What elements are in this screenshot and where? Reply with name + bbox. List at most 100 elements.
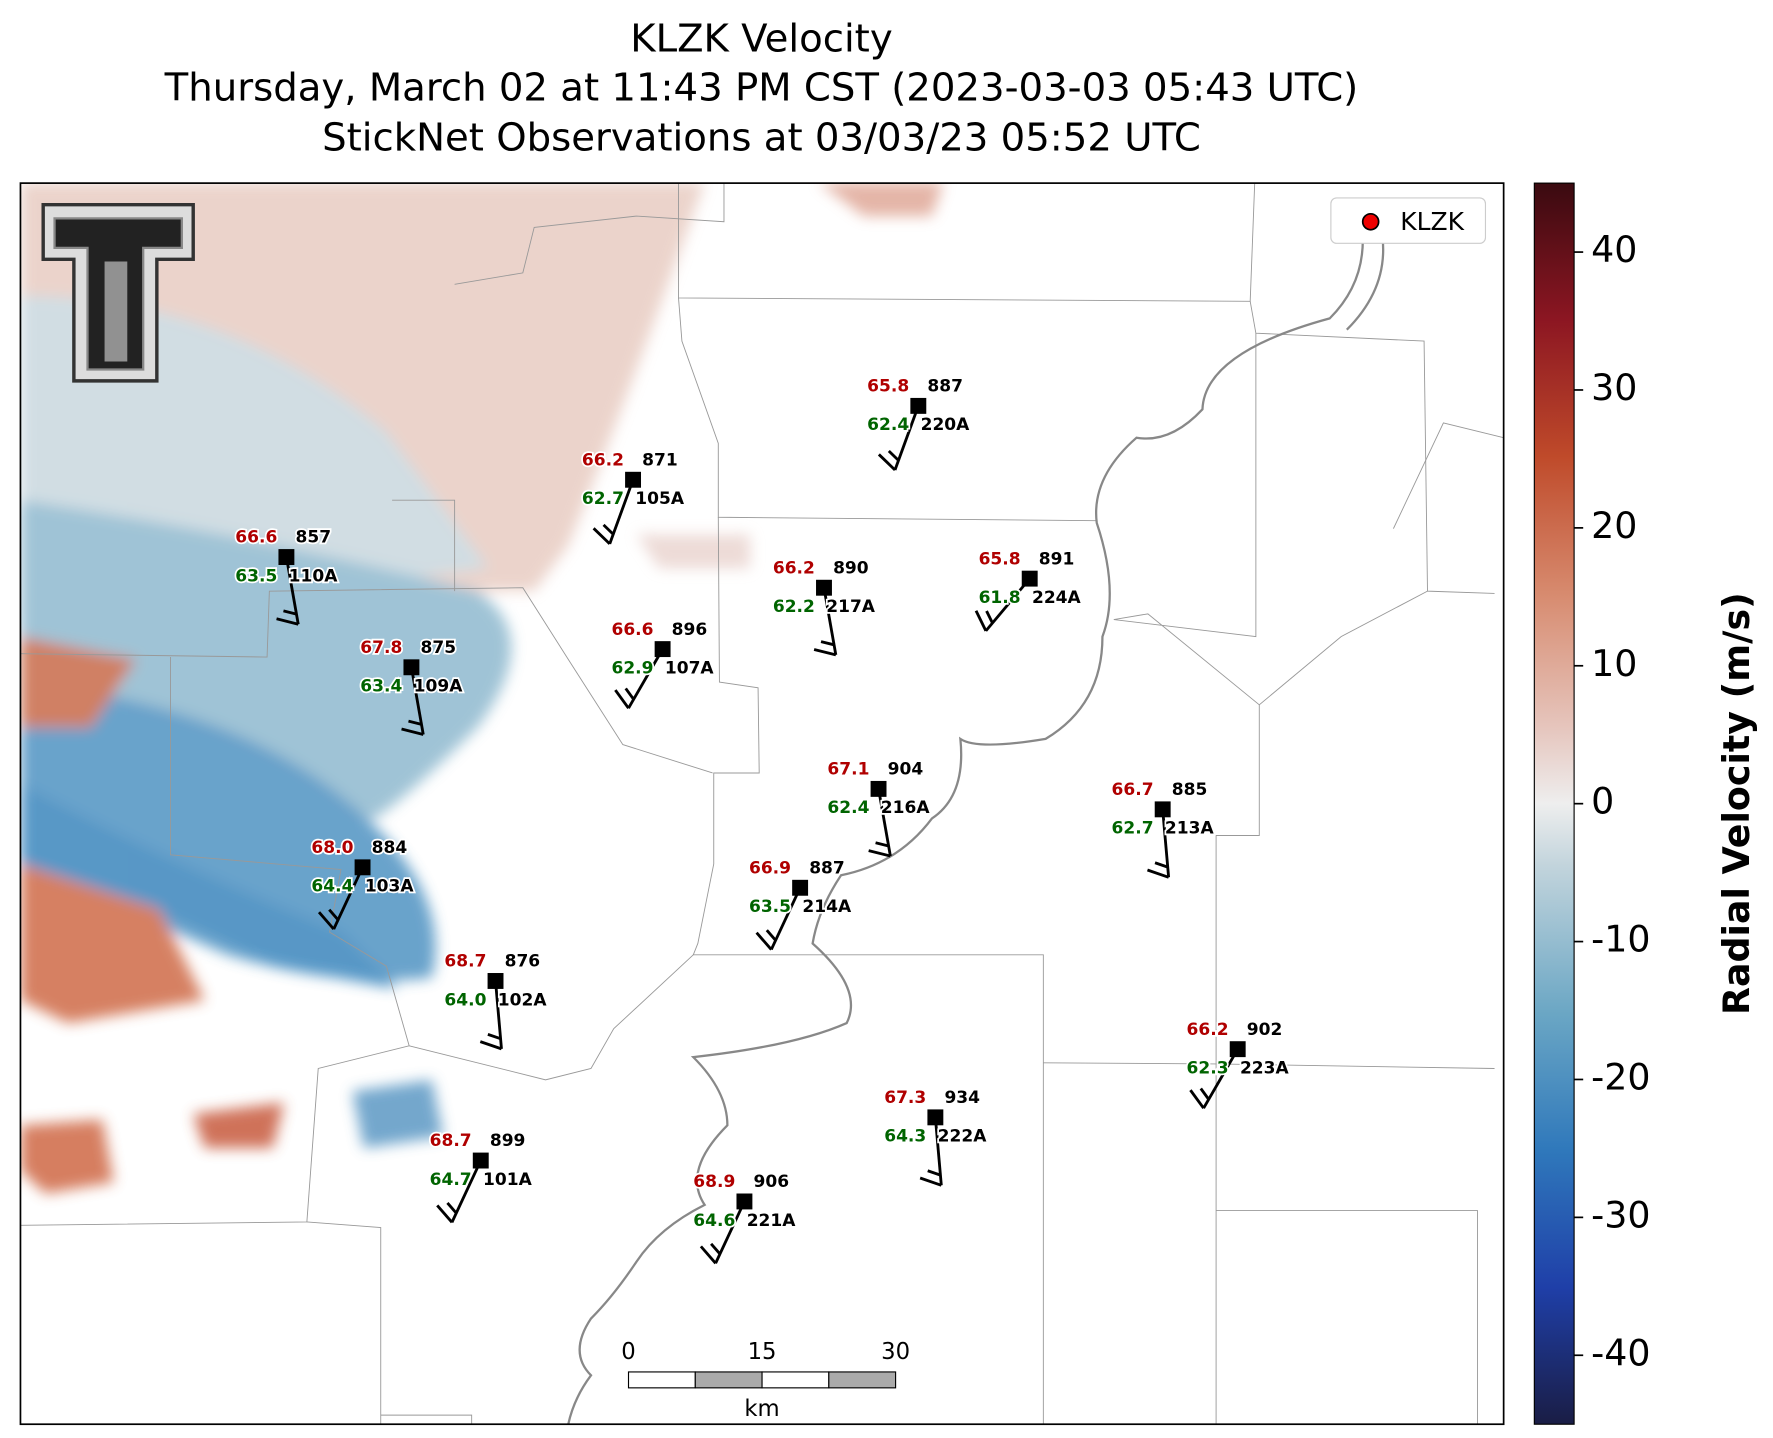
dewpoint: 64.6 (693, 1211, 735, 1231)
logo (41, 203, 195, 383)
temperature: 66.7 (1112, 780, 1154, 800)
wind-barb (974, 610, 988, 632)
wind-barb (877, 453, 896, 471)
pressure: 899 (490, 1131, 526, 1151)
station: 65.8 891 61.8 224A (974, 548, 1083, 632)
dewpoint: 62.9 (611, 658, 653, 678)
pressure: 857 (295, 528, 331, 548)
station-marker (403, 659, 420, 676)
dewpoint: 64.0 (444, 990, 486, 1010)
station-marker (1229, 1041, 1246, 1058)
colorbar-tick-label: 40 (1591, 228, 1637, 271)
pressure: 906 (754, 1172, 790, 1192)
station-id: 214A (802, 897, 852, 917)
wind-barb (820, 640, 835, 647)
wind-barb (710, 1242, 722, 1255)
pressure: 904 (888, 760, 924, 780)
wind-barb (276, 617, 299, 626)
scale-tick-label: 30 (881, 1339, 910, 1365)
station: 67.1 904 62.4 216A (826, 758, 932, 858)
station-marker (487, 973, 504, 989)
station-marker (792, 879, 809, 896)
temperature: 68.9 (693, 1172, 735, 1192)
subtitle: StickNet Observations at 03/03/23 05:52 … (322, 115, 1201, 160)
map-frame (19, 182, 1505, 1426)
wind-barb (446, 1202, 458, 1215)
wind-barb (479, 1040, 502, 1051)
station: 66.6 896 62.9 107A (610, 618, 716, 709)
station-marker (816, 579, 832, 596)
dewpoint: 63.5 (235, 566, 277, 586)
station: 66.2 902 62.3 223A (1185, 1018, 1291, 1110)
wind-barb (1154, 861, 1169, 869)
wind-barb (624, 687, 635, 701)
temperature: 67.1 (827, 760, 869, 780)
station: 67.3 934 64.3 222A (883, 1086, 989, 1187)
wind-barb (408, 719, 422, 726)
temperature: 66.2 (582, 450, 624, 470)
station-id: 221A (747, 1211, 797, 1231)
station-id: 222A (938, 1127, 988, 1147)
station: 67.8 875 63.4 109A (359, 636, 465, 736)
station: 68.0 884 64.4 103A (310, 836, 416, 931)
wind-barb (813, 648, 837, 657)
dewpoint: 62.2 (773, 597, 815, 617)
colorbar-tick-label: 30 (1591, 366, 1637, 409)
scale-tick-label: 0 (621, 1339, 635, 1365)
dewpoint: 63.5 (749, 897, 791, 917)
temperature: 66.2 (1187, 1020, 1229, 1040)
wind-barb (927, 1169, 941, 1177)
station-id: 217A (826, 597, 876, 617)
wind-barb (328, 908, 340, 921)
wind-barb (919, 1176, 942, 1187)
pressure: 887 (927, 377, 963, 397)
pressure: 896 (672, 620, 708, 640)
station-id: 224A (1032, 588, 1082, 608)
station-id: 107A (665, 658, 715, 678)
wind-barb (765, 929, 777, 942)
temperature: 65.8 (867, 377, 909, 397)
dewpoint: 61.8 (979, 588, 1021, 608)
dewpoint: 62.7 (1112, 819, 1154, 839)
station-id: 213A (1165, 819, 1215, 839)
station: 66.7 885 62.7 213A (1110, 778, 1216, 879)
wind-barb (602, 523, 615, 536)
temperature: 65.8 (979, 549, 1021, 569)
station-marker (927, 1109, 944, 1126)
temperature: 68.7 (430, 1131, 472, 1151)
station-id: 101A (483, 1170, 533, 1190)
scale-bar: km (627, 1371, 897, 1422)
colorbar-tick-label: 10 (1591, 642, 1637, 685)
wind-barb (875, 841, 889, 848)
legend-box (1330, 197, 1487, 244)
station: 65.8 887 62.4 220A (865, 375, 972, 471)
dewpoint: 64.7 (430, 1170, 472, 1190)
colorbar-tick-label: -40 (1591, 1331, 1650, 1374)
wind-barb (614, 689, 630, 709)
pressure: 902 (1247, 1020, 1283, 1040)
wind-barb (985, 610, 994, 624)
dewpoint: 62.7 (582, 489, 624, 509)
station-marker (870, 780, 887, 797)
pressure: 887 (809, 858, 845, 878)
dewpoint: 62.4 (827, 798, 869, 818)
colorbar-tick-label: 0 (1591, 780, 1614, 823)
station: 66.9 887 63.5 214A (747, 857, 854, 951)
temperature: 67.8 (360, 638, 402, 658)
pressure: 884 (372, 838, 408, 858)
colorbar-label: Radial Velocity (m/s) (1715, 592, 1758, 1015)
dewpoint: 64.4 (311, 877, 353, 897)
temperature: 66.2 (773, 558, 815, 578)
pressure: 891 (1039, 549, 1075, 569)
map-area (20, 183, 1504, 1425)
station-marker (278, 549, 295, 565)
title: KLZK Velocity (630, 17, 892, 62)
legend-marker (1361, 212, 1380, 231)
colorbar-tick-label: 20 (1591, 504, 1637, 547)
colorbar-tick-label: -20 (1591, 1055, 1650, 1098)
station: 68.7 876 64.0 102A (443, 950, 549, 1051)
wind-barb (868, 849, 891, 858)
wind-barb (1189, 1089, 1205, 1110)
legend-label: KLZK (1400, 207, 1464, 236)
